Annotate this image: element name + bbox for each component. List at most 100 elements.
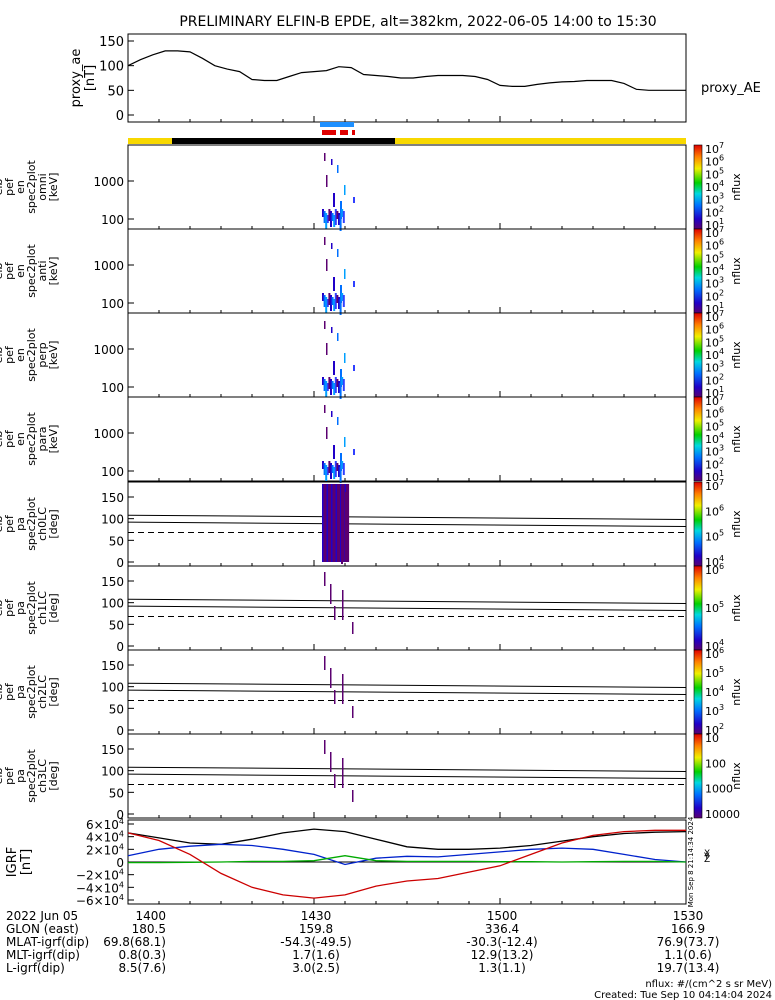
pa-0-loss-cone-upper <box>127 514 687 521</box>
spec-2-dense-mark <box>323 379 326 391</box>
spec-1-data-mark <box>340 285 342 303</box>
spec-2-dense-mark <box>339 383 342 399</box>
energy-spectrogram-2: 1000100elbpefenspec2plotperp[keV]1011021… <box>0 309 743 400</box>
spec-1-dense-mark <box>339 299 342 315</box>
pa-2-data-mark <box>334 690 336 704</box>
pa-3-data-mark <box>334 774 336 788</box>
spec-0-dense-mark <box>333 215 336 227</box>
spec-1-ylabel-line: elb <box>0 263 5 280</box>
pa-2-colorbar <box>693 649 703 735</box>
x-row-name: MLAT-igrf(dip) <box>6 935 89 949</box>
spec-3-colorbar-label: 101 <box>705 469 724 484</box>
colorbar-label-exponent: 5 <box>719 418 724 427</box>
spec-2-ylabel-line: en <box>14 348 27 362</box>
spec-1-dense-mark <box>331 297 334 305</box>
igrf-legend-z: Z <box>704 855 710 865</box>
pa-1-ylabel-line: spec2plot <box>25 581 38 635</box>
pa-3-colorbar <box>693 733 703 819</box>
igrf-ytick-exponent: 4 <box>119 893 124 902</box>
pitch-angle-panel-0: 150100500elbpefpaspec2plotch0LC[deg]1041… <box>0 478 743 570</box>
energy-spectrogram-1: 1000100elbpefenspec2plotanti[keV]1011021… <box>0 225 743 316</box>
pa-1-data-mark <box>342 590 344 620</box>
colorbar-label-mantissa: 10 <box>705 311 719 324</box>
spec-3-colorbar-label: 107 <box>705 393 724 408</box>
spec-3-ylabel-line: elb <box>0 431 5 448</box>
spec-2-colorbar-label: 103 <box>705 360 724 375</box>
spec-2-dense-mark <box>342 379 345 391</box>
pa-1-ylabel-line: [deg] <box>47 593 60 622</box>
pa-0-dense-mark <box>323 484 326 562</box>
igrf-legend-y: Y <box>703 852 710 862</box>
pa-2-colorbar-label: 104 <box>705 684 724 699</box>
colorbar-label-exponent: 3 <box>719 276 724 285</box>
igrf-ylabel: IGRF[nT] <box>5 847 34 877</box>
pa-0-ylabel-line: ch0LC <box>36 507 49 541</box>
spec-1-colorbar-label: 106 <box>705 238 724 253</box>
spec-3-dense-mark <box>325 465 328 481</box>
colorbar-label-exponent: 7 <box>719 141 724 150</box>
spec-3-colorbar-label: 104 <box>705 431 724 446</box>
pa-0-data-mark <box>345 492 347 562</box>
science-zone-bar-yellow <box>128 138 686 144</box>
pitch-angle-panel-3: 150 100 50 0 elbpefpaspec2plotch3LC[deg] 1000… <box>0 732 743 822</box>
spec-3-data-mark <box>333 445 335 459</box>
colorbar-label-exponent: 1 <box>719 385 724 394</box>
colorbar-label-mantissa: 10 <box>705 168 719 181</box>
pa-1-ylabel-line: elb <box>0 600 5 617</box>
pa-0-ytick-label: 150 <box>101 491 124 505</box>
igrf-ytick-exponent: 4 <box>119 842 124 851</box>
spec-1-colorbar <box>693 228 703 314</box>
pa-0-dense-mark <box>332 484 335 562</box>
pa-3-data-mark <box>352 790 354 802</box>
spec-0-colorbar-label: 101 <box>705 217 724 232</box>
spec-3-data-mark <box>337 417 339 425</box>
pitch-angle-panel-1: 150100500elbpefpaspec2plotch1LC[deg]1041… <box>0 562 743 654</box>
x-col-value: 336.4 <box>485 922 519 936</box>
pa-2-ytick-label: 100 <box>101 681 124 695</box>
spec-3-dense-mark <box>336 463 339 471</box>
pa-2-ylabel-line: spec2plot <box>25 665 38 719</box>
pa-1-data-mark <box>324 572 326 586</box>
pa-0-dense-mark <box>325 484 327 562</box>
colorbar-label-mantissa: 10 <box>705 667 719 680</box>
spec-0-data-mark <box>340 201 342 219</box>
x-col-value: 1400 <box>135 909 166 923</box>
pa-2-colorbar-label: 105 <box>705 665 724 680</box>
spec-0-colorbar-label: 106 <box>705 154 724 169</box>
spec-0-dense-mark <box>336 211 339 219</box>
colorbar-label-mantissa: 100 <box>705 757 726 770</box>
x-col-value: 12.9(13.2) <box>471 948 534 962</box>
spec-0-data-mark <box>344 185 346 195</box>
spec-1-dense-mark <box>333 299 336 311</box>
igrf-ytick-label: −4×104 <box>76 880 124 895</box>
spec-1-ylabel-line: spec2plot <box>25 244 38 298</box>
spec-0-dense-mark <box>331 213 334 221</box>
igrf-ytick-mantissa: −6×10 <box>76 894 119 908</box>
colorbar-label-exponent: 6 <box>719 503 724 512</box>
pitch-angle-panels: 150100500elbpefpaspec2plotch0LC[deg]1041… <box>0 478 743 822</box>
pa-2-data-mark <box>330 668 332 688</box>
x-row-name: MLT-igrf(dip) <box>6 948 80 962</box>
spec-0-ytick-label: 100 <box>101 213 124 227</box>
colorbar-label-mantissa: 10000 <box>705 808 740 821</box>
spec-3-data-mark <box>340 453 342 471</box>
colorbar-label-mantissa: 10 <box>705 705 719 718</box>
spec-1-ylabel-line: en <box>14 264 27 278</box>
spec-1-dense-mark <box>334 293 337 309</box>
spec-3-dense-mark <box>328 461 331 473</box>
spec-0-ylabel-line: omni <box>36 173 49 200</box>
spec-0-dense-mark <box>342 211 345 223</box>
spec-3-dense-mark <box>330 463 332 479</box>
colorbar-label-exponent: 2 <box>719 372 724 381</box>
spec-1-data-mark <box>333 277 335 291</box>
pa-0-dense-mark <box>334 484 336 562</box>
spec-1-data-mark <box>344 269 346 279</box>
spec-0-dense-mark <box>326 215 329 223</box>
spec-0-colorbar-label: 107 <box>705 141 724 156</box>
igrf-line-0 <box>127 828 687 850</box>
colorbar-label-exponent: 5 <box>719 529 724 538</box>
pa-1-colorbar <box>693 565 703 651</box>
igrf-ytick-exponent: 4 <box>119 817 124 826</box>
spec-0-dense-mark <box>322 209 324 217</box>
